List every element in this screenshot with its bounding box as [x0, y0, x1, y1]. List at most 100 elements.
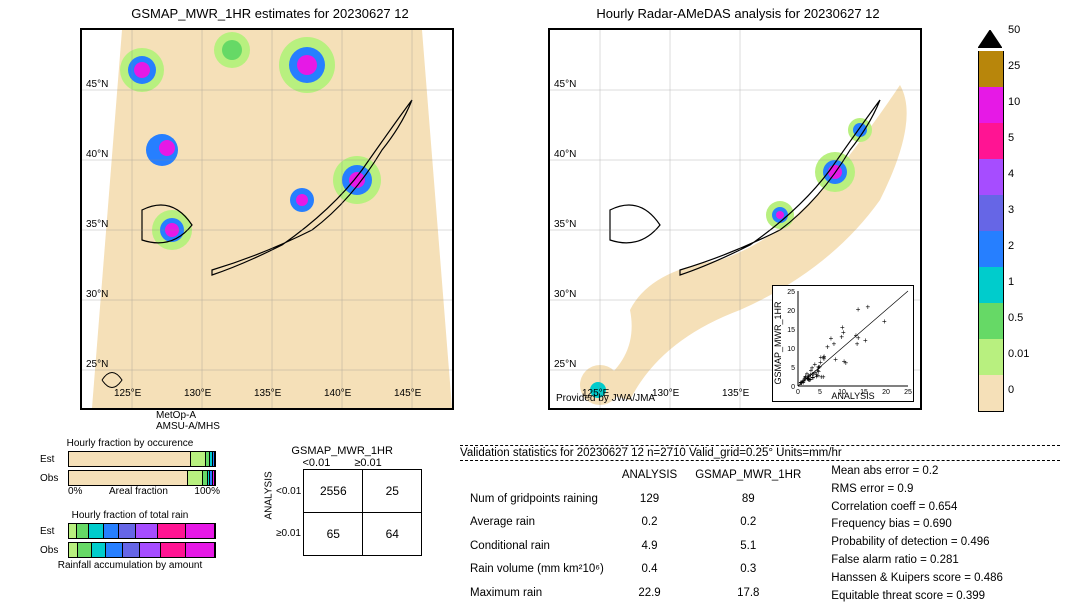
val-cell: Num of gridpoints raining	[462, 488, 612, 510]
cont-side-lt: <0.01	[276, 471, 301, 513]
val-cell: 4.9	[614, 535, 685, 557]
score-line: Equitable threat score = 0.399	[831, 588, 1003, 606]
val-cell: Rain volume (mm km²10⁶)	[462, 558, 612, 580]
est-label-2: Est	[40, 526, 64, 537]
validation-stats: Validation statistics for 20230627 12 n=…	[460, 445, 1060, 606]
val-cell: 17.8	[687, 582, 809, 604]
svg-text:+: +	[832, 339, 837, 348]
validation-scores: Mean abs error = 0.2RMS error = 0.9Corre…	[831, 463, 1003, 606]
svg-text:0: 0	[791, 384, 795, 391]
val-cell: 0.4	[614, 558, 685, 580]
tick-label: 35°N	[554, 219, 576, 230]
svg-text:+: +	[856, 305, 861, 314]
val-cell: Maximum rain	[462, 582, 612, 604]
svg-text:5: 5	[818, 389, 822, 396]
val-cell: 0.2	[614, 511, 685, 533]
score-line: Probability of detection = 0.496	[831, 534, 1003, 552]
cb-tick: 2	[1008, 240, 1014, 252]
validation-table: ANALYSISGSMAP_MWR_1HR Num of gridpoints …	[460, 463, 811, 606]
cont-00: 2556	[304, 470, 363, 513]
score-line: Correlation coeff = 0.654	[831, 499, 1003, 517]
occ-obs-bar	[68, 470, 216, 486]
cb-tick: 0	[1008, 384, 1014, 396]
rain-axis-label: Rainfall accumulation by amount	[40, 560, 220, 571]
rain-obs-bar	[68, 542, 216, 558]
cb-tick: 0.5	[1008, 312, 1023, 324]
cb-tick: 25	[1008, 60, 1020, 72]
svg-text:ANALYSIS: ANALYSIS	[831, 391, 874, 401]
obs-label: Obs	[40, 473, 64, 484]
val-cell: Average rain	[462, 511, 612, 533]
cont-side: ANALYSIS	[264, 506, 275, 520]
svg-text:20: 20	[882, 389, 890, 396]
cb-tick: 3	[1008, 204, 1014, 216]
svg-text:+: +	[819, 372, 824, 381]
colorbar: 502510543210.50.010	[978, 30, 1004, 412]
tick-label: 45°N	[86, 79, 108, 90]
occ-axis-100: 100%	[194, 486, 220, 497]
cont-01: 25	[363, 470, 422, 513]
val-cell: 0.3	[687, 558, 809, 580]
svg-text:+: +	[822, 352, 827, 361]
tick-label: 125°E	[582, 388, 609, 399]
svg-text:+: +	[842, 357, 847, 366]
score-line: RMS error = 0.9	[831, 481, 1003, 499]
right-map-title: Hourly Radar-AMeDAS analysis for 2023062…	[548, 6, 928, 21]
svg-text:25: 25	[904, 389, 912, 396]
cont-side-ge: ≥0.01	[276, 513, 301, 555]
contingency-table: GSMAP_MWR_1HR <0.01 ≥0.01 ANALYSIS <0.01…	[262, 445, 422, 556]
occurrence-bars: Hourly fraction by occurence Est Obs 0% …	[40, 438, 220, 497]
tick-label: 125°E	[114, 388, 141, 399]
svg-text:+: +	[825, 342, 830, 351]
val-cell: 22.9	[614, 582, 685, 604]
tick-label: 135°E	[254, 388, 281, 399]
svg-text:20: 20	[787, 308, 795, 315]
svg-text:GSMAP_MWR_1HR: GSMAP_MWR_1HR	[773, 301, 783, 385]
cb-tick: 1	[1008, 276, 1014, 288]
tick-label: 40°N	[86, 149, 108, 160]
svg-text:+: +	[841, 328, 846, 337]
svg-text:+: +	[882, 317, 887, 326]
cont-sub-ge: ≥0.01	[354, 457, 381, 469]
svg-text:+: +	[806, 372, 811, 381]
svg-text:15: 15	[787, 327, 795, 334]
svg-text:+: +	[855, 339, 860, 348]
tick-label: 35°N	[86, 219, 108, 230]
tick-label: 145°E	[394, 388, 421, 399]
rain-bars: Hourly fraction of total rain Est Obs Ra…	[40, 510, 220, 571]
tick-label: 45°N	[554, 79, 576, 90]
score-line: Hanssen & Kuipers score = 0.486	[831, 570, 1003, 588]
tick-label: 30°N	[554, 289, 576, 300]
val-cell: 5.1	[687, 535, 809, 557]
cb-tick: 0.01	[1008, 348, 1029, 360]
svg-text:+: +	[866, 303, 871, 312]
left-map-svg	[82, 30, 452, 408]
svg-text:0: 0	[796, 389, 800, 396]
svg-text:+: +	[854, 331, 859, 340]
occurrence-title: Hourly fraction by occurence	[40, 438, 220, 449]
cont-11: 64	[363, 513, 422, 556]
satellite-label: MetOp-A AMSU-A/MHS	[156, 410, 220, 432]
svg-text:25: 25	[787, 289, 795, 296]
svg-text:10: 10	[787, 346, 795, 353]
svg-text:+: +	[799, 378, 804, 387]
svg-text:+: +	[833, 355, 838, 364]
svg-text:5: 5	[791, 365, 795, 372]
tick-label: 25°N	[554, 359, 576, 370]
scatter-plot: ++++++++++++++++++++++++++++++++++++++++…	[772, 285, 914, 402]
svg-text:+: +	[863, 336, 868, 345]
val-cell: Conditional rain	[462, 535, 612, 557]
left-map-title: GSMAP_MWR_1HR estimates for 20230627 12	[80, 6, 460, 21]
cont-header: GSMAP_MWR_1HR	[262, 445, 422, 457]
right-map: Provided by JWA/JMA ++++++++++++++++++++…	[548, 28, 922, 410]
left-map	[80, 28, 454, 410]
rain-est-bar	[68, 523, 216, 539]
val-col-gsmap: GSMAP_MWR_1HR	[687, 465, 809, 486]
score-line: Frequency bias = 0.690	[831, 516, 1003, 534]
tick-label: 25°N	[86, 359, 108, 370]
score-line: False alarm ratio = 0.281	[831, 552, 1003, 570]
cont-sub-lt: <0.01	[303, 457, 331, 469]
rain-title: Hourly fraction of total rain	[40, 510, 220, 521]
occ-axis-0: 0%	[68, 486, 82, 497]
val-cell: 89	[687, 488, 809, 510]
